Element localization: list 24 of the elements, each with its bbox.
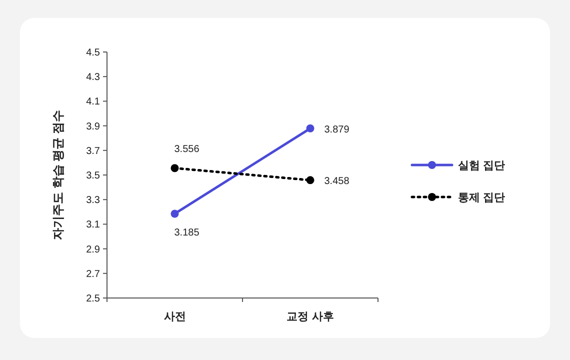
point xyxy=(306,124,314,132)
y-tick-label: 3.9 xyxy=(86,121,100,132)
legend-label: 통제 집단 xyxy=(458,192,506,204)
x-tick-label: 사전 xyxy=(164,311,186,323)
y-tick-label: 2.9 xyxy=(86,244,100,256)
y-tick-label: 3.7 xyxy=(86,146,100,157)
point xyxy=(170,164,179,172)
y-tick-label: 3.5 xyxy=(86,170,100,182)
y-tick-label: 3.3 xyxy=(86,195,100,206)
x-tick-label: 교정 사후 xyxy=(286,311,334,323)
y-tick-label: 3.1 xyxy=(86,220,100,231)
data-label: 3.556 xyxy=(174,144,200,156)
data-label: 3.458 xyxy=(324,176,350,188)
data-label: 3.879 xyxy=(324,124,350,136)
point xyxy=(306,176,314,184)
y-tick-label: 4.3 xyxy=(86,72,100,84)
y-tick-label: 2.7 xyxy=(86,268,100,280)
legend-label: 실험 집단 xyxy=(458,160,506,172)
y-tick-label: 2.5 xyxy=(86,294,100,304)
y-axis-title: 자기주도 학습 평균 점수 xyxy=(51,110,65,240)
y-tick-label: 4.5 xyxy=(86,48,100,58)
data-label: 3.185 xyxy=(174,228,200,239)
y-tick-label: 4.1 xyxy=(86,96,100,108)
point xyxy=(170,210,179,218)
